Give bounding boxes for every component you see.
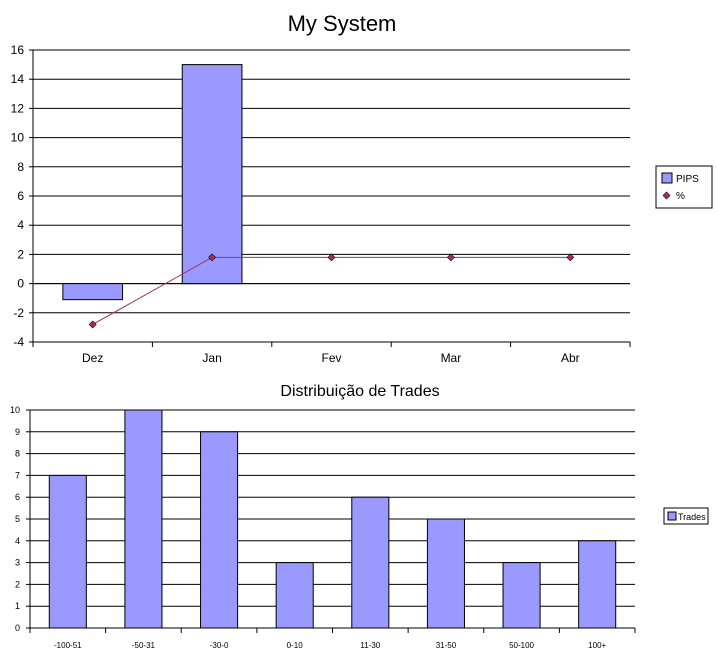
chart2-gridlines — [30, 409, 635, 629]
chart1-line-point — [566, 253, 575, 262]
chart2-axes — [26, 409, 636, 633]
chart1-line-point — [88, 320, 97, 329]
chart2-bar — [48, 474, 87, 629]
chart2-y-tick-label: 6 — [15, 492, 20, 502]
chart1-bars — [62, 64, 243, 301]
chart1-x-tick-label: Abr — [561, 351, 580, 365]
chart2-x-tick-label: 50-100 — [509, 641, 534, 650]
chart1-bar — [62, 283, 124, 301]
chart2-y-tick-label: 7 — [15, 470, 20, 480]
chart1-y-tick-label: 8 — [17, 160, 24, 174]
chart1-legend-swatch-pct — [662, 191, 671, 200]
chart1-line-point — [446, 253, 455, 262]
chart1-series-line — [92, 256, 571, 325]
chart1-x-tick-label: Dez — [82, 351, 103, 365]
chart2-x-tick-label: -50-31 — [132, 641, 156, 650]
chart2-x-tick-label: -100-51 — [54, 641, 82, 650]
chart2-y-tick-label: 1 — [15, 601, 20, 611]
chart2-bar — [275, 562, 314, 629]
chart1-line-series — [88, 253, 575, 329]
chart1-y-tick-label: 6 — [17, 189, 24, 203]
chart2-y-tick-label: 4 — [15, 536, 20, 546]
chart2-bar — [351, 496, 390, 629]
chart1-x-tick-label: Mar — [441, 351, 462, 365]
chart2-legend-label: Trades — [678, 512, 706, 522]
chart2-y-tick-label: 10 — [10, 405, 20, 415]
chart1-line-point — [208, 253, 217, 262]
chart1-y-tick-label: -2 — [13, 306, 24, 320]
chart2-y-tick-label: 9 — [15, 427, 20, 437]
chart2-x-tick-label: -30-0 — [210, 641, 229, 650]
chart2-bar — [426, 518, 465, 629]
chart1-y-tick-label: 0 — [17, 277, 24, 291]
chart2-bar — [578, 540, 617, 629]
chart2-y-tick-label: 5 — [15, 514, 20, 524]
chart2-bar — [124, 409, 163, 629]
chart1-x-tick-label: Fev — [321, 351, 341, 365]
chart2-title: Distribuição de Trades — [280, 383, 439, 400]
chart2-y-tick-label: 2 — [15, 579, 20, 589]
chart1-y-tick-label: 14 — [11, 72, 25, 86]
chart1-legend: PIPS% — [655, 165, 713, 209]
chart1-y-tick-label: 12 — [11, 101, 25, 115]
chart2-y-tick-label: 0 — [15, 623, 20, 633]
chart2-y-tick-label: 3 — [15, 558, 20, 568]
chart1-y-tick-label: -4 — [13, 335, 24, 349]
chart1-x-tick-label: Jan — [202, 351, 221, 365]
chart1-tick-labels: 16 14 12 10 8 6 4 2 0 -2 -4 Dez Jan Fev Mar Abr — [11, 43, 580, 365]
chart1-line-point — [327, 253, 336, 262]
chart2-legend: Trades — [663, 507, 709, 525]
chart1-bar — [181, 64, 243, 285]
chart1-legend-label-pct: % — [676, 191, 685, 202]
chart2-y-tick-label: 8 — [15, 449, 20, 459]
chart2-bar — [502, 562, 541, 629]
chart1-y-tick-label: 16 — [11, 43, 25, 57]
chart2-bar — [200, 431, 239, 629]
chart1-axes — [29, 49, 631, 347]
chart1-legend-label-pips: PIPS — [676, 174, 699, 185]
chart2-x-tick-label: 31-50 — [436, 641, 457, 650]
chart1-title: My System — [288, 11, 397, 36]
chart1-y-tick-label: 4 — [17, 218, 24, 232]
chart2-x-tick-label: 0-10 — [287, 641, 304, 650]
chart2-x-tick-label: 11-30 — [360, 641, 380, 650]
chart2-bars — [48, 409, 617, 629]
chart1-legend-swatch-pips — [661, 172, 673, 184]
chart1-y-tick-label: 10 — [11, 131, 25, 145]
chart2-x-tick-label: 100+ — [588, 641, 606, 650]
chart2-legend-swatch — [667, 511, 677, 521]
chart1-y-tick-label: 2 — [17, 247, 24, 261]
